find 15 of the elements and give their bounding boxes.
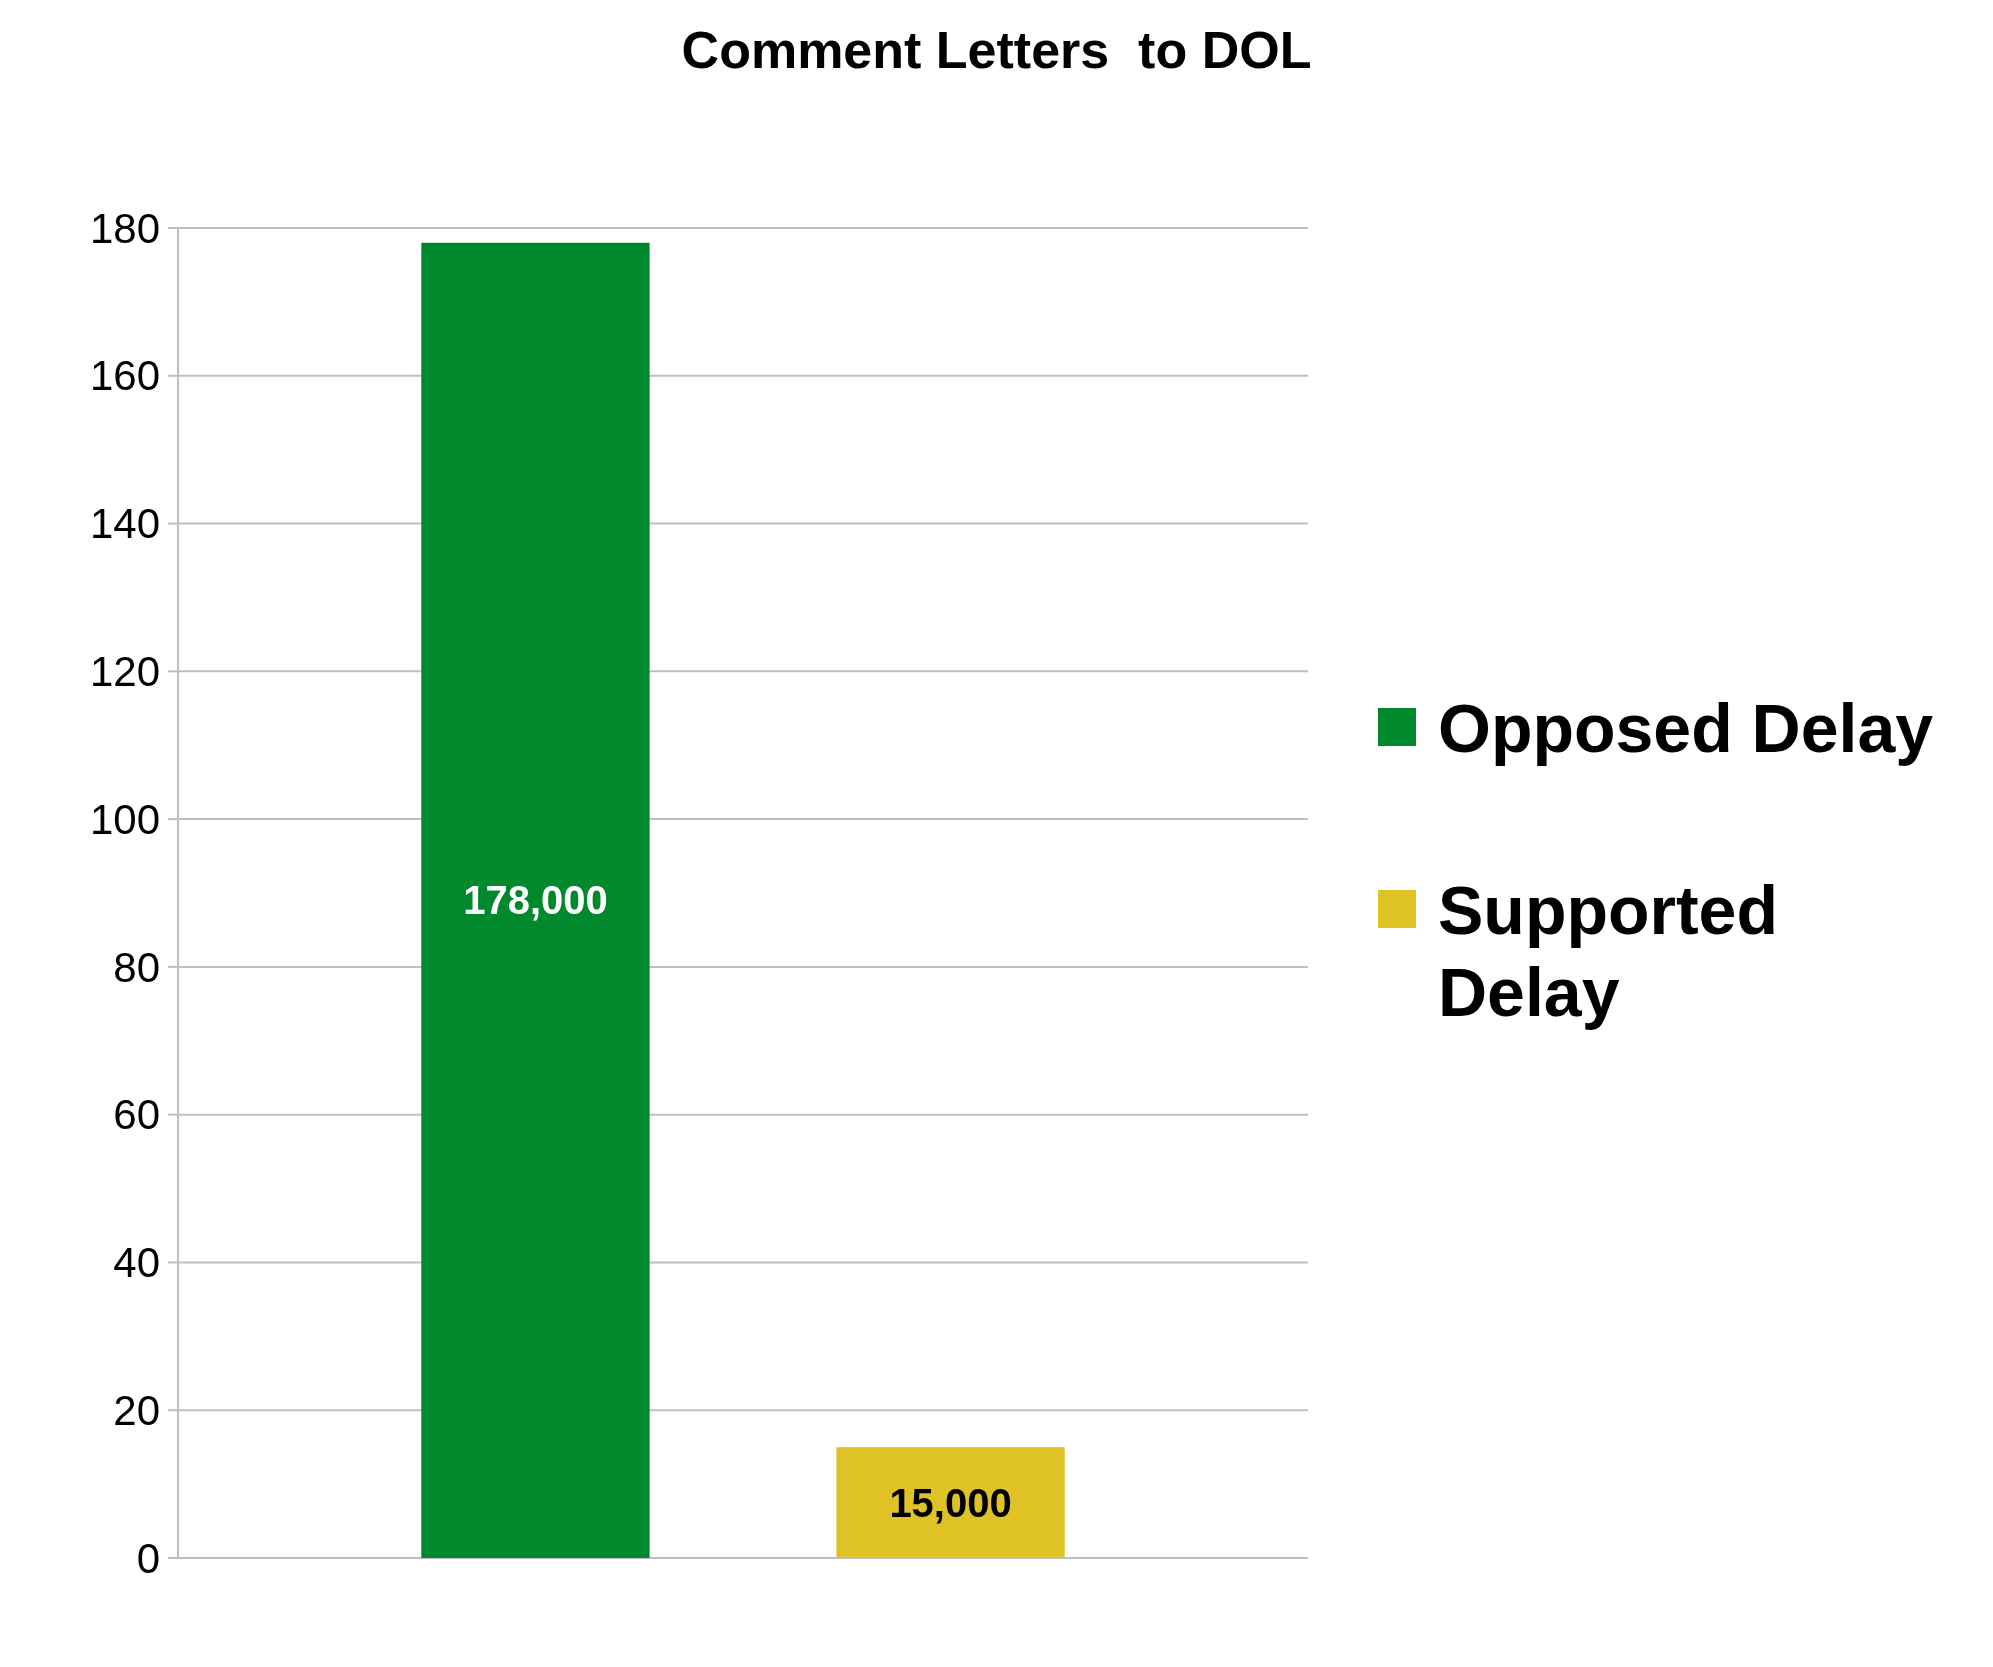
y-tick-label: 20 [113, 1386, 160, 1434]
y-tick-label: 60 [113, 1091, 160, 1139]
chart-title: Comment Letters to DOL [681, 21, 1312, 79]
y-tick-label: 140 [89, 500, 160, 548]
y-tick-label: 80 [113, 943, 160, 991]
legend-label: Opposed Delay [1438, 689, 1934, 766]
annotation: 178,000 [463, 878, 608, 923]
annotation: 15,000 [889, 1480, 1012, 1525]
y-tick-label: 120 [89, 648, 160, 696]
y-tick-label: 180 [89, 204, 160, 252]
y-tick-label: 0 [136, 1534, 160, 1582]
y-tick-label: 160 [89, 352, 160, 400]
y-tick-label: 40 [113, 1239, 160, 1287]
y-tick-label: 100 [89, 795, 160, 843]
legend-label: Supported Delay [1438, 871, 1778, 1030]
